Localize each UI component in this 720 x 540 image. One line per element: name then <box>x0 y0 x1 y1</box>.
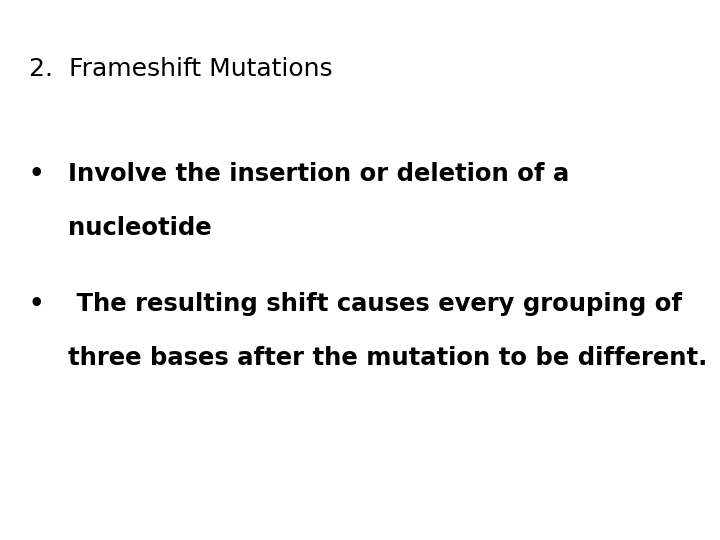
Text: nucleotide: nucleotide <box>68 216 212 240</box>
Text: •: • <box>29 292 45 315</box>
Text: 2.  Frameshift Mutations: 2. Frameshift Mutations <box>29 57 333 80</box>
Text: The resulting shift causes every grouping of: The resulting shift causes every groupin… <box>68 292 683 315</box>
Text: •: • <box>29 162 45 186</box>
Text: three bases after the mutation to be different.: three bases after the mutation to be dif… <box>68 346 708 369</box>
Text: Involve the insertion or deletion of a: Involve the insertion or deletion of a <box>68 162 570 186</box>
